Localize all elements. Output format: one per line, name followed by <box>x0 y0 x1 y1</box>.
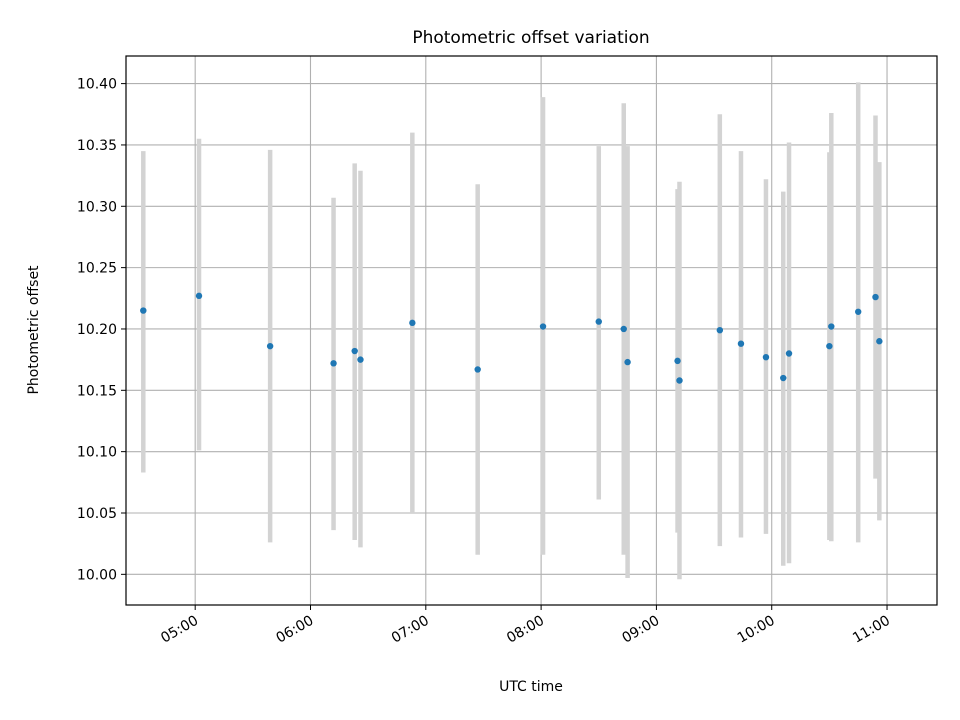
data-point <box>357 356 364 363</box>
data-point <box>539 323 547 330</box>
y-axis-ticks: 10.00 10.05 10.10 10.15 10.20 10.25 10.30 10.35… <box>77 77 126 583</box>
x-axis-label: UTC time <box>499 679 563 695</box>
data-point <box>266 342 274 350</box>
y-tick-label: 10.00 <box>77 567 117 583</box>
data-point <box>330 360 337 367</box>
data-point <box>674 357 681 365</box>
y-tick-label: 10.30 <box>77 199 117 215</box>
data-point <box>737 340 745 347</box>
data-point <box>624 358 631 366</box>
data-point <box>826 342 833 350</box>
y-tick-label: 10.40 <box>77 77 117 93</box>
data-point <box>620 325 627 333</box>
data-point <box>195 292 203 300</box>
data-point <box>716 326 724 334</box>
y-tick-label: 10.35 <box>77 138 117 154</box>
data-point <box>409 319 416 327</box>
data-point <box>762 353 770 361</box>
data-point <box>828 323 835 330</box>
y-tick-label: 10.15 <box>77 383 117 399</box>
y-axis-label: Photometric offset <box>26 265 42 395</box>
y-tick-label: 10.25 <box>77 261 117 277</box>
data-point <box>872 293 879 301</box>
y-tick-label: 10.20 <box>77 322 117 338</box>
data-point <box>855 308 862 315</box>
grid <box>126 56 937 605</box>
y-tick-label: 10.05 <box>77 506 117 522</box>
data-point <box>595 318 602 325</box>
data-point <box>140 307 147 314</box>
data-point <box>876 338 883 345</box>
chart-title: Photometric offset variation <box>412 28 649 48</box>
data-point <box>785 350 793 357</box>
data-point <box>351 347 358 355</box>
data-point <box>676 377 683 384</box>
data-point <box>474 366 481 373</box>
y-tick-label: 10.10 <box>77 445 117 461</box>
data-point <box>780 374 787 382</box>
data-points <box>140 292 883 384</box>
plot-area-frame <box>125 55 938 606</box>
